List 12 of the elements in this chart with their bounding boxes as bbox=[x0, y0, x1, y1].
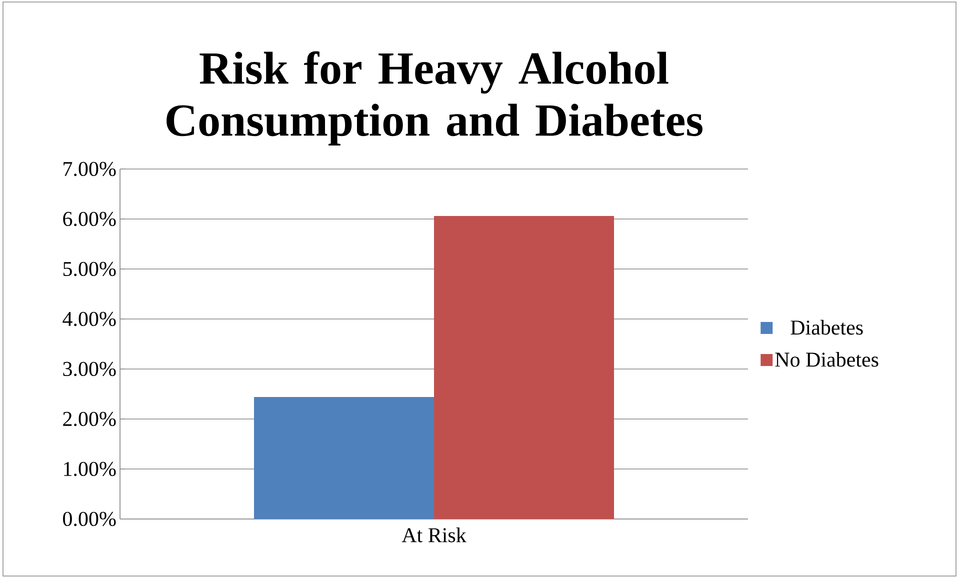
y-tick-label: 5.00% bbox=[63, 262, 116, 276]
y-tick-label: 2.00% bbox=[63, 412, 116, 426]
legend-label: Diabetes bbox=[790, 320, 863, 335]
y-tick-label: 7.00% bbox=[64, 162, 116, 176]
y-tick-label: 1.00% bbox=[64, 462, 116, 476]
legend-label: No Diabetes bbox=[775, 352, 878, 367]
y-tick-label: 3.00% bbox=[63, 362, 116, 376]
chart-title: Risk for Heavy Alcohol Consumption and Diabetes bbox=[166, 51, 702, 146]
y-tick-label: 0.00% bbox=[63, 512, 116, 526]
y-tick-label: 4.00% bbox=[62, 312, 116, 326]
y-tick-label: 6.00% bbox=[63, 212, 116, 226]
x-tick-label: At Risk bbox=[402, 528, 466, 542]
